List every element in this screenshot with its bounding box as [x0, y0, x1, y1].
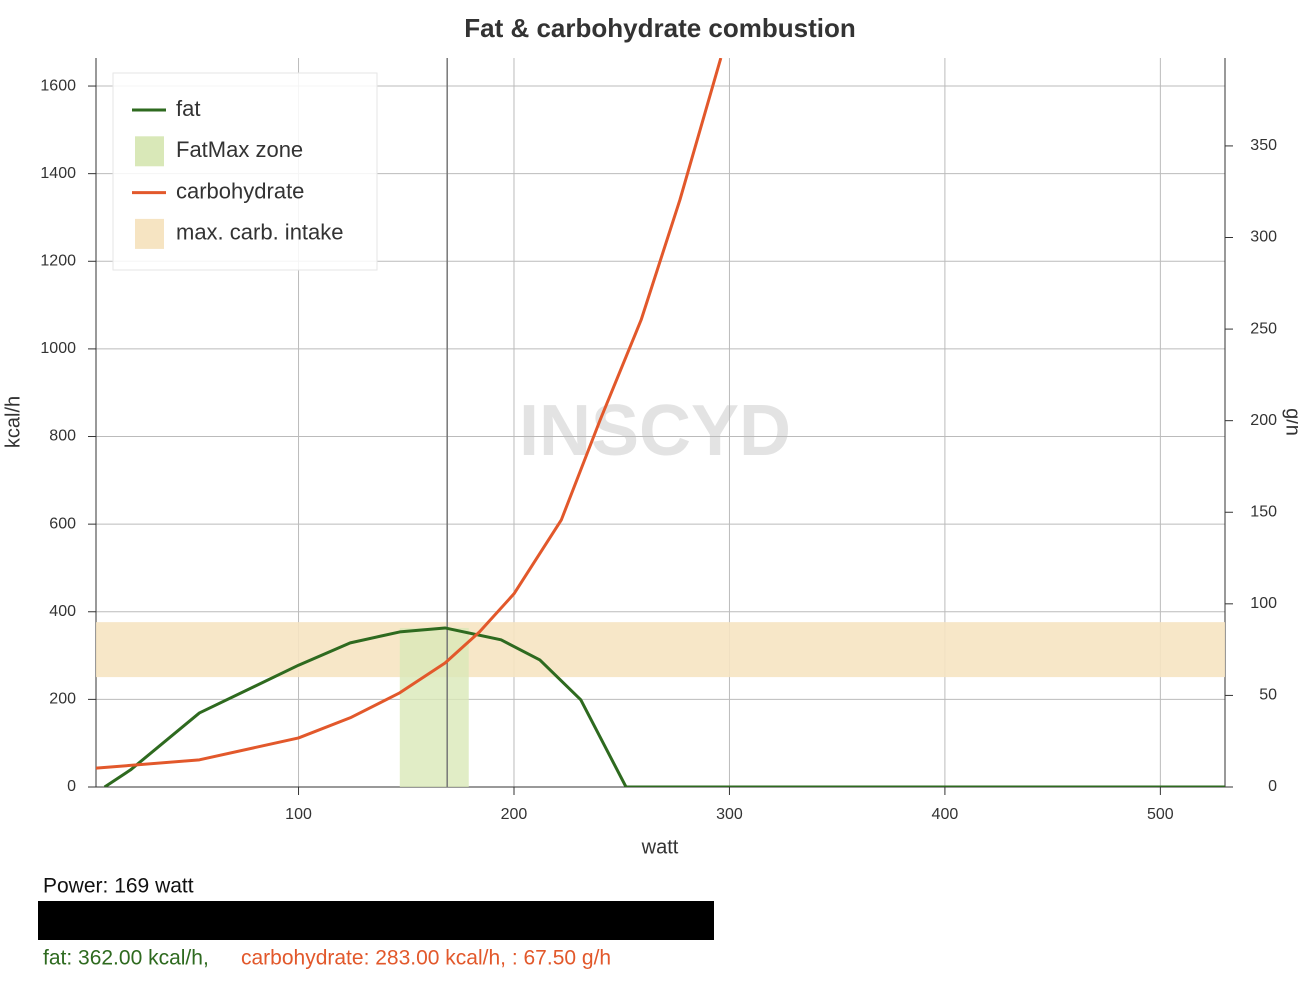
y2-tick-label: 250: [1250, 320, 1277, 337]
x-axis-label: watt: [641, 836, 679, 858]
legend-label: FatMax zone: [176, 137, 303, 162]
y2-tick-label: 100: [1250, 595, 1277, 612]
legend-label: carbohydrate: [176, 178, 304, 203]
y-tick-label: 1000: [40, 340, 76, 357]
y-tick-label: 1200: [40, 252, 76, 269]
x-tick-label: 300: [716, 806, 743, 823]
y-tick-label: 400: [49, 603, 76, 620]
readout-fat: fat: 362.00 kcal/h,: [43, 947, 209, 970]
chart-title: Fat & carbohydrate combustion: [464, 13, 856, 43]
y-tick-label: 1400: [40, 165, 76, 182]
x-tick-label: 500: [1147, 806, 1174, 823]
readout-carb: carbohydrate: 283.00 kcal/h, : 67.50 g/h: [241, 947, 611, 970]
x-tick-label: 100: [285, 806, 312, 823]
legend-swatch: [135, 136, 164, 167]
series-line: [103, 626, 1225, 787]
x-tick-label: 200: [501, 806, 528, 823]
y2-tick-label: 300: [1250, 229, 1277, 246]
legend-label: fat: [176, 96, 200, 121]
readout-power: Power: 169 watt: [43, 875, 194, 898]
y-tick-label: 1600: [40, 77, 76, 94]
y2-tick-label: 350: [1250, 137, 1277, 154]
y2-axis-label: g/h: [1282, 408, 1298, 436]
y-tick-label: 200: [49, 691, 76, 708]
y-tick-label: 0: [67, 778, 76, 795]
fatmax-band: [399, 627, 469, 787]
watermark: INSCYD: [519, 391, 791, 471]
legend-swatch: [135, 218, 164, 249]
y-tick-label: 800: [49, 428, 76, 445]
legend-label: max. carb. intake: [176, 220, 344, 245]
y2-tick-label: 0: [1268, 778, 1277, 795]
x-tick-label: 400: [932, 806, 959, 823]
y2-tick-label: 200: [1250, 412, 1277, 429]
y-tick-label: 600: [49, 515, 76, 532]
redaction: [38, 901, 714, 940]
carb-intake-band: [96, 622, 1225, 678]
series-line: [96, 58, 723, 770]
y-axis-label: kcal/h: [2, 396, 24, 448]
y2-tick-label: 150: [1250, 503, 1277, 520]
y2-tick-label: 50: [1259, 687, 1277, 704]
